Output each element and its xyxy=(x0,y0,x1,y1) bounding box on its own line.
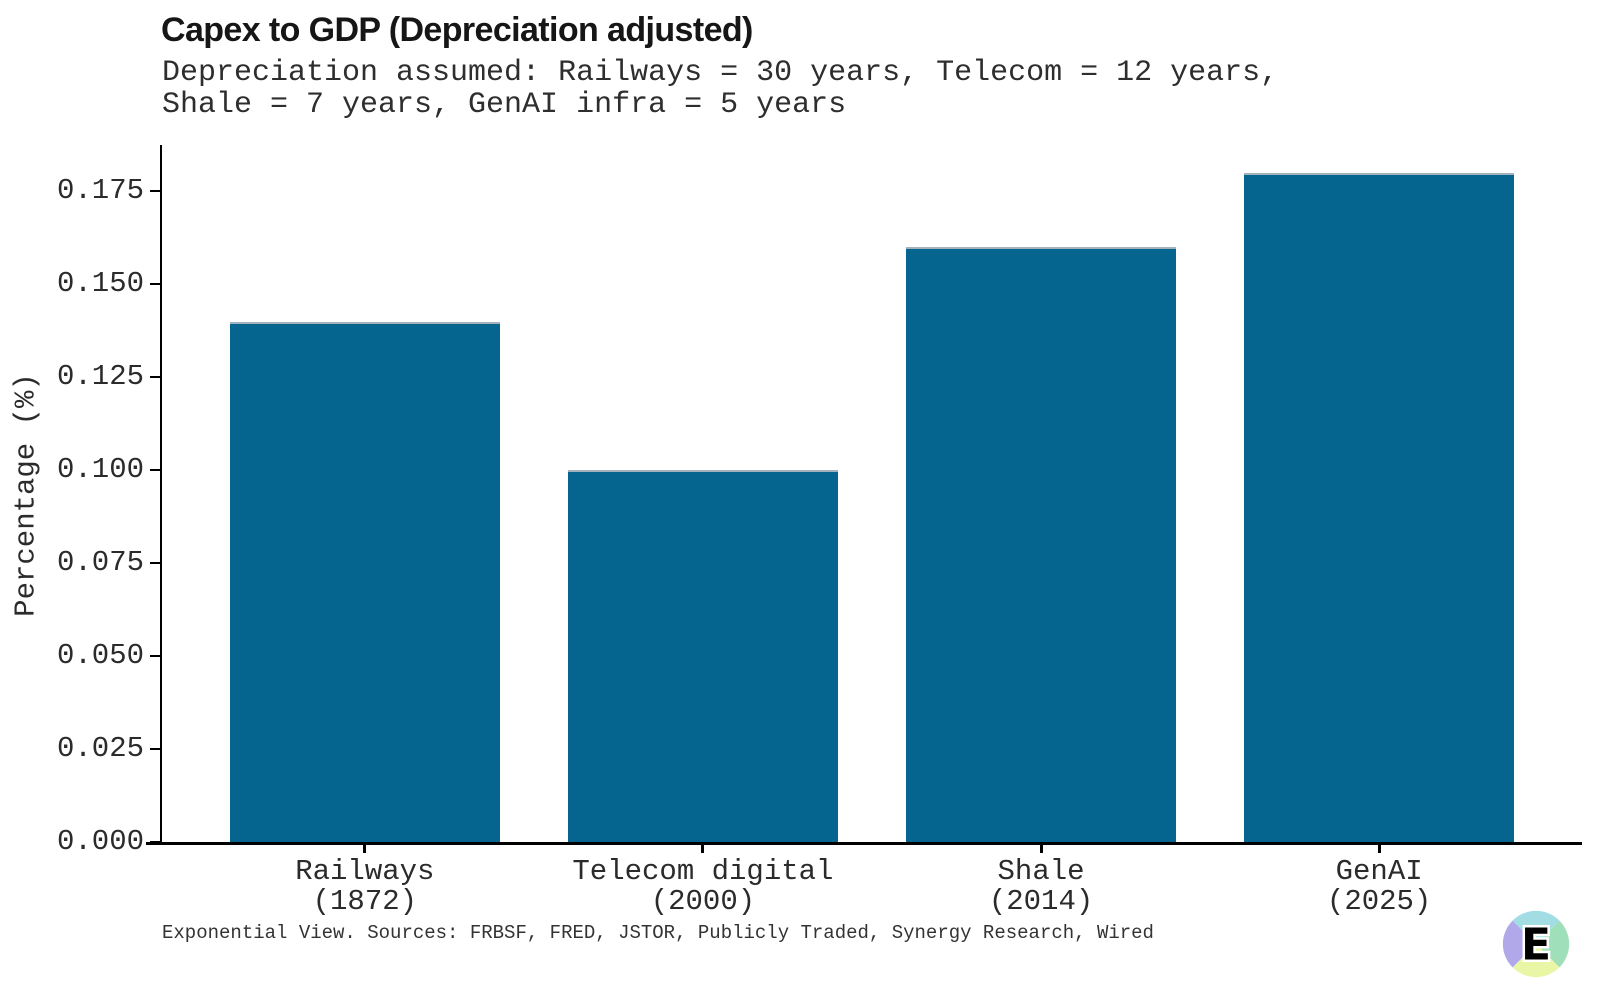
y-tick-label: 0.075 xyxy=(56,546,144,580)
y-tick-mark xyxy=(150,748,160,751)
y-axis-label: Percentage (%) xyxy=(9,373,43,617)
y-tick-mark xyxy=(150,283,160,286)
plot-area: 0.000 0.025 0.050 0.075 0.100 0.125 0.150 0.175… xyxy=(57,145,1582,917)
y-tick-mark xyxy=(150,469,160,472)
y-tick-mark xyxy=(150,190,160,193)
logo-sector-left xyxy=(1502,920,1536,968)
y-tick-label: 0.100 xyxy=(56,453,144,487)
bar-3 xyxy=(1243,172,1515,842)
y-tick-mark xyxy=(150,841,160,843)
page-title: Capex to GDP (Depreciation adjusted) xyxy=(161,11,753,49)
y-tick-label: 0.050 xyxy=(56,639,144,673)
logo-letter: E xyxy=(1521,920,1551,971)
x-tick-label: Telecom digital (2000) xyxy=(572,855,834,918)
y-tick-label: 0.025 xyxy=(56,732,144,766)
y-tick-label: 0.125 xyxy=(56,360,144,394)
x-tick-mark xyxy=(363,845,367,853)
footer-credit: Exponential View. Sources: FRBSF, FRED, … xyxy=(162,922,1154,944)
y-tick-label: 0.175 xyxy=(56,174,144,208)
y-tick-mark xyxy=(150,655,160,658)
x-axis-stub xyxy=(146,842,162,845)
x-tick-label: GenAI (2025) xyxy=(1326,855,1432,918)
y-tick-label: 0.150 xyxy=(56,267,144,301)
x-tick-label: Shale (2014) xyxy=(988,855,1094,918)
logo-sector-bottom xyxy=(1512,944,1560,978)
logo-sector-top xyxy=(1512,910,1560,944)
bar-2 xyxy=(905,247,1177,842)
x-tick-mark xyxy=(1039,845,1043,853)
x-tick-label: Railways (1872) xyxy=(295,855,435,918)
logo-sector-right xyxy=(1536,920,1570,968)
x-tick-mark xyxy=(701,845,705,853)
chart-subtitle: Depreciation assumed: Railways = 30 year… xyxy=(162,56,1279,122)
x-tick-mark xyxy=(1377,845,1381,853)
y-tick-mark xyxy=(150,562,160,565)
y-tick-label: 0.000 xyxy=(56,825,144,858)
bar-1 xyxy=(567,470,839,842)
bar-0 xyxy=(229,321,501,842)
exponential-view-logo: E xyxy=(1502,910,1570,978)
y-tick-mark xyxy=(150,376,160,379)
